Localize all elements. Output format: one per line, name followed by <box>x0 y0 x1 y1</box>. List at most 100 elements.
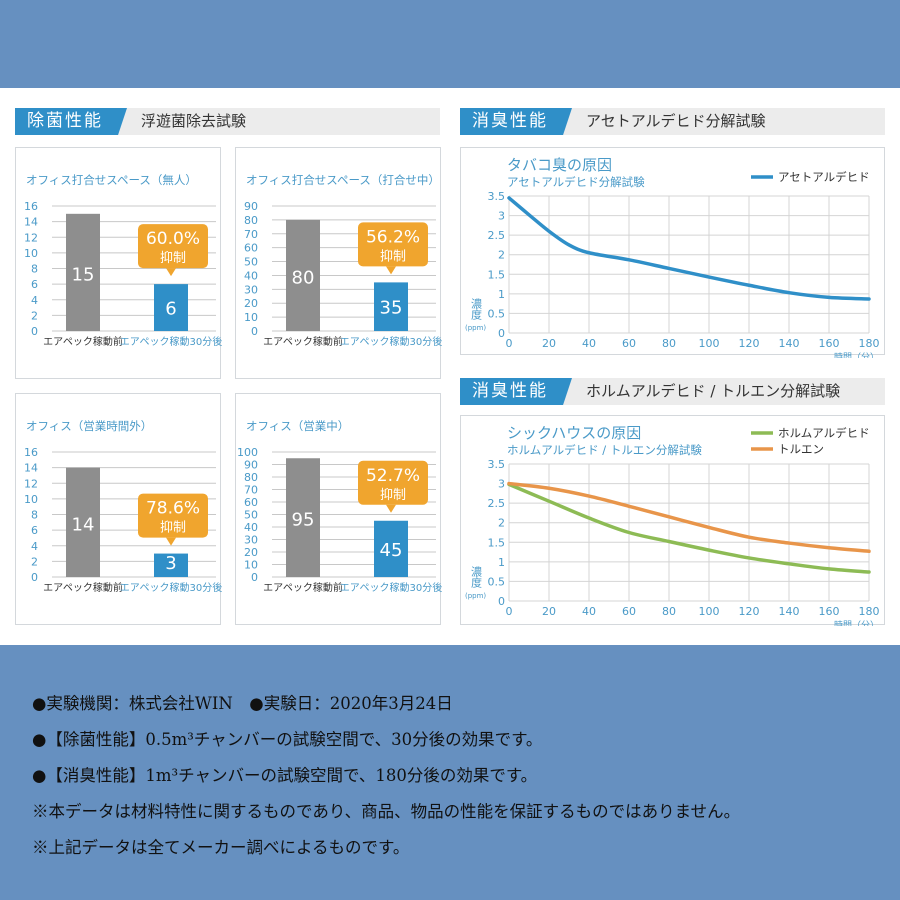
y-tick-label: 0.5 <box>488 307 506 320</box>
section-subtitle: 浮遊菌除去試験 <box>141 112 247 130</box>
legend-label: アセトアルデヒド <box>778 170 870 184</box>
y-tick-label: 70 <box>244 484 258 497</box>
y-tick-label: 3 <box>498 478 505 491</box>
y-tick-label: 0 <box>498 327 505 340</box>
y-tick-label: 90 <box>244 200 258 213</box>
notes: ●実験機関：株式会社WIN ●実験日：2020年3月24日 ●【除菌性能】0.5… <box>32 690 740 870</box>
x-tick-label: 20 <box>542 605 556 618</box>
category-label: エアペック稼動前 <box>43 581 123 594</box>
x-tick-label: 20 <box>542 337 556 350</box>
chart-title: オフィス打合せスペース（打合せ中） <box>246 173 440 187</box>
callout-label: 抑制 <box>380 488 406 503</box>
callout-bubble <box>358 460 428 505</box>
callout-percent: 52.7% <box>366 466 420 486</box>
bar-value-label: 35 <box>380 298 403 319</box>
series-line <box>507 481 871 554</box>
section-tag: 消臭性能 <box>460 108 572 135</box>
y-tick-label: 1.5 <box>488 268 506 281</box>
x-tick-label: 160 <box>819 605 840 618</box>
chart-svg: オフィス（営業時間外） 0 2 4 6 8 10 12 14 16 14 エアペック稼動前 3 エアペック… <box>24 419 222 594</box>
bar <box>286 219 320 331</box>
sterilization-header: 除菌性能 浮遊菌除去試験 <box>15 108 440 135</box>
section-tag: 消臭性能 <box>460 378 572 405</box>
x-tick-label: 0 <box>506 337 513 350</box>
y-tick-label: 40 <box>244 269 258 282</box>
y-tick-label: 20 <box>244 546 258 559</box>
note-line: ●【除菌性能】0.5m³チャンバーの試験空間で、30分後の効果です。 <box>32 730 543 749</box>
chart-svg: オフィス打合せスペース（無人） 0 2 4 6 8 10 12 14 16 15 エアペック稼動前 6 エ… <box>24 173 222 348</box>
legend-label: トルエン <box>778 442 824 456</box>
deodor-formaldehyde-header: 消臭性能 ホルムアルデヒド / トルエン分解試験 <box>460 378 885 405</box>
x-tick-label: 120 <box>739 605 760 618</box>
bar-chart-office-business-hours: オフィス（営業中） 0 10 20 30 40 50 60 70 80 90 100 95 エアペック稼動… <box>235 393 442 625</box>
callout-tail <box>386 504 396 513</box>
chart-title: オフィス（営業時間外） <box>26 419 152 433</box>
x-tick-label: 60 <box>622 337 636 350</box>
bar <box>154 284 188 331</box>
y-tick-label: 80 <box>244 214 258 227</box>
y-tick-label: 3.5 <box>488 458 506 471</box>
x-axis-label: 時間（分） <box>834 352 879 358</box>
bar-value-label: 6 <box>165 299 176 320</box>
y-tick-label: 60 <box>244 496 258 509</box>
y-tick-label: 0 <box>498 595 505 608</box>
y-axis-label: 濃度 <box>470 297 483 321</box>
y-tick-label: 3.5 <box>488 190 506 203</box>
y-tick-label: 2 <box>498 517 505 530</box>
chart-title: オフィス（営業中） <box>246 419 349 433</box>
x-tick-label: 100 <box>699 337 720 350</box>
y-tick-label: 30 <box>244 534 258 547</box>
chart-svg: オフィス打合せスペース（打合せ中）010203040506070809080エア… <box>244 173 442 348</box>
y-tick-label: 10 <box>244 311 258 324</box>
bar-value-label: 14 <box>72 514 95 535</box>
bar-value-label: 45 <box>380 540 403 561</box>
y-tick-label: 80 <box>244 471 258 484</box>
y-tick-label: 40 <box>244 521 258 534</box>
y-tick-label: 4 <box>31 540 38 553</box>
x-tick-label: 100 <box>699 605 720 618</box>
section-subtitle: アセトアルデヒド分解試験 <box>586 112 766 130</box>
y-tick-label: 1 <box>498 556 505 569</box>
x-tick-label: 60 <box>622 605 636 618</box>
category-label: エアペック稼動前 <box>263 581 343 594</box>
y-axis-label: 濃度 <box>470 565 483 589</box>
y-tick-label: 8 <box>31 263 38 276</box>
y-tick-label: 60 <box>244 242 258 255</box>
y-tick-label: 0 <box>31 325 38 338</box>
x-tick-label: 140 <box>779 605 800 618</box>
y-tick-label: 50 <box>244 509 258 522</box>
y-tick-label: 0.5 <box>488 575 506 588</box>
y-axis-unit: (ppm) <box>465 592 486 600</box>
x-tick-label: 180 <box>859 337 880 350</box>
y-tick-label: 70 <box>244 228 258 241</box>
y-tick-label: 2 <box>31 309 38 322</box>
bar <box>154 553 188 577</box>
y-tick-label: 90 <box>244 459 258 472</box>
callout-bubble <box>358 222 428 267</box>
callout-percent: 78.6% <box>146 499 200 519</box>
x-tick-label: 40 <box>582 337 596 350</box>
chart-title: タバコ臭の原因 <box>507 156 612 174</box>
category-label: エアペック稼動30分後 <box>340 581 442 594</box>
x-tick-label: 80 <box>662 605 676 618</box>
section-subtitle: ホルムアルデヒド / トルエン分解試験 <box>586 382 841 400</box>
series-line <box>507 482 871 574</box>
category-label: エアペック稼動30分後 <box>120 335 222 348</box>
category-label: エアペック稼動前 <box>263 335 343 348</box>
y-tick-label: 1 <box>498 288 505 301</box>
series-line <box>507 196 871 301</box>
y-tick-label: 0 <box>31 571 38 584</box>
y-tick-label: 12 <box>24 231 38 244</box>
chart-title: シックハウスの原因 <box>507 424 641 442</box>
y-tick-label: 2.5 <box>488 497 506 510</box>
bar-chart-meeting-active: オフィス打合せスペース（打合せ中） 0 10 20 30 40 50 60 70 80 90 80 エア… <box>235 147 442 379</box>
bar <box>374 520 408 577</box>
y-tick-label: 30 <box>244 283 258 296</box>
y-tick-label: 16 <box>24 446 38 459</box>
callout-percent: 56.2% <box>366 227 420 247</box>
y-tick-label: 2.5 <box>488 229 506 242</box>
bar <box>374 282 408 331</box>
note-line: ●【消臭性能】1m³チャンバーの試験空間で、180分後の効果です。 <box>32 766 538 785</box>
